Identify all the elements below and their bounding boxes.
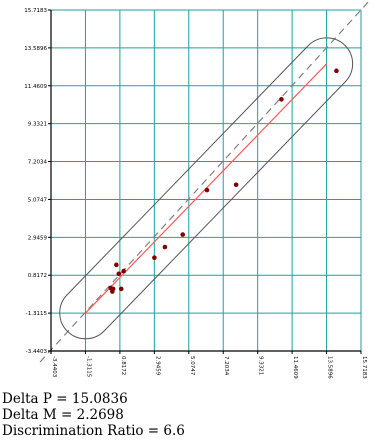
x-tick-label: -3.4403 [51, 356, 57, 378]
y-tick-label: 5.0747 [28, 197, 48, 203]
data-point [114, 262, 119, 268]
axes [48, 9, 362, 354]
y-tick-label: 9.3321 [28, 122, 47, 128]
data-point [334, 68, 339, 74]
data-points [108, 68, 339, 294]
data-point [110, 286, 116, 292]
scatter-chart: -3.4403 -1.3115 0.8172 2.9459 5.0747 7.2034 9.… [24, 1, 369, 379]
data-point [180, 232, 186, 237]
data-point [279, 97, 284, 102]
y-tick-label: 15.7183 [24, 8, 47, 14]
x-tick-label: 0.8172 [120, 356, 126, 375]
data-point [116, 271, 122, 277]
y-tick-label: 0.8172 [28, 273, 47, 279]
data-point [204, 187, 210, 193]
x-tick-label: 15.7183 [361, 356, 367, 379]
data-point [233, 182, 239, 188]
data-point [152, 255, 157, 261]
y-tick-label: -1.3115 [26, 311, 48, 317]
x-tick-label: 11.4609 [292, 356, 298, 379]
x-tick-label: 13.5896 [327, 356, 333, 379]
y-tick-label: 2.9459 [28, 235, 48, 241]
data-point [121, 268, 126, 274]
y-tick-label: -3.4403 [26, 349, 48, 355]
discrimination-ratio-text: Discrimination Ratio = 6.6 [2, 423, 185, 439]
x-tick-label: 7.2034 [223, 356, 229, 376]
delta-p-text: Delta P = 15.0836 [2, 391, 128, 407]
y-tick-label: 11.4609 [24, 84, 47, 90]
delta-m-text: Delta M = 2.2698 [2, 407, 124, 423]
x-tick-labels: -3.4403 -1.3115 0.8172 2.9459 5.0747 7.2034 9.… [51, 356, 367, 379]
data-point [118, 286, 124, 292]
confidence-envelope [59, 37, 354, 340]
diagonal-dashed-line [39, 1, 369, 363]
x-tick-label: 9.3321 [258, 356, 264, 375]
y-tick-label: 13.5896 [24, 46, 47, 52]
y-tick-labels: -3.4403 -1.3115 0.8172 2.9459 5.0747 7.2034 9.… [24, 8, 47, 355]
y-tick-label: 7.2034 [28, 160, 48, 166]
stats-panel: Delta P = 15.0836 Delta M = 2.2698 Discr… [2, 391, 377, 441]
x-tick-label: -1.3115 [85, 356, 91, 378]
data-point [162, 244, 168, 250]
diagonal-reference-line [39, 1, 369, 363]
x-tick-label: 2.9459 [154, 356, 160, 376]
envelope-outline [59, 37, 354, 340]
x-tick-label: 5.0747 [189, 356, 195, 376]
